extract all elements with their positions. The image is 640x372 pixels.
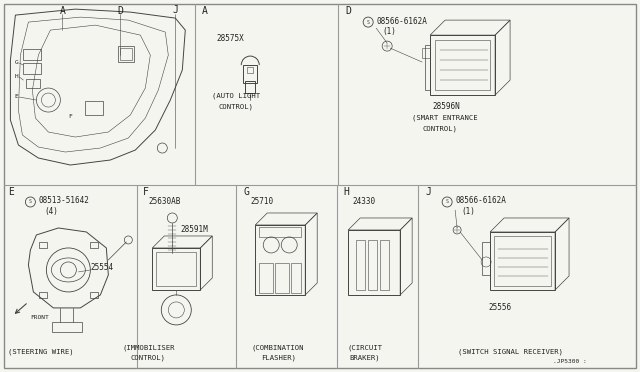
Bar (90, 241, 98, 247)
Bar (430, 35, 495, 95)
Text: FLASHER): FLASHER) (260, 355, 296, 361)
Bar (255, 225, 305, 295)
Text: 25630AB: 25630AB (148, 198, 180, 206)
Text: 25554: 25554 (90, 263, 113, 272)
Bar (52, 322, 83, 332)
Text: F: F (143, 187, 149, 197)
Text: 28591M: 28591M (180, 225, 208, 234)
Text: A: A (202, 6, 208, 16)
Text: 24330: 24330 (352, 198, 375, 206)
Text: (SMART ENTRANCE: (SMART ENTRANCE (412, 115, 478, 121)
Bar (120, 48, 132, 60)
Bar (156, 252, 196, 286)
Text: (1): (1) (461, 208, 475, 217)
Text: J: J (425, 187, 431, 197)
Bar (348, 230, 400, 295)
Bar (368, 240, 377, 290)
Text: A: A (60, 6, 65, 16)
Bar (275, 263, 289, 293)
Text: E: E (8, 187, 14, 197)
Bar (118, 46, 134, 62)
Text: 25556: 25556 (488, 304, 511, 312)
Text: S: S (445, 199, 449, 205)
Bar (356, 240, 365, 290)
Bar (39, 292, 47, 298)
Bar (259, 263, 273, 293)
Bar (259, 227, 301, 237)
Text: J: J (172, 5, 178, 15)
Text: (STEERING WIRE): (STEERING WIRE) (8, 349, 73, 355)
Text: (IMMOBILISER: (IMMOBILISER (122, 344, 175, 351)
Text: CONTROL): CONTROL) (131, 355, 166, 361)
Bar (245, 81, 255, 93)
Text: (AUTO LIGHT: (AUTO LIGHT (212, 93, 260, 99)
Text: S: S (367, 20, 370, 25)
Text: 08513-51642: 08513-51642 (38, 196, 89, 205)
Text: E: E (15, 94, 19, 99)
Bar (24, 49, 42, 60)
Bar (380, 240, 389, 290)
Text: 25710: 25710 (250, 198, 273, 206)
Text: G: G (243, 187, 249, 197)
Text: (4): (4) (44, 208, 58, 217)
Text: CONTROL): CONTROL) (422, 126, 457, 132)
Bar (490, 232, 555, 290)
Bar (435, 40, 490, 90)
Text: BRAKER): BRAKER) (350, 355, 381, 361)
Bar (243, 65, 257, 83)
Text: (CIRCUIT: (CIRCUIT (348, 344, 383, 351)
Bar (152, 248, 200, 290)
Text: S: S (29, 199, 32, 205)
Text: 08566-6162A: 08566-6162A (455, 196, 506, 205)
Text: (COMBINATION: (COMBINATION (252, 344, 305, 351)
Text: FRONT: FRONT (30, 315, 49, 320)
Text: D: D (345, 6, 351, 16)
Text: CONTROL): CONTROL) (219, 104, 254, 110)
Text: 08566-6162A: 08566-6162A (376, 17, 427, 26)
Text: .JP5300 :: .JP5300 : (553, 359, 587, 365)
Text: H: H (343, 187, 349, 197)
Text: D: D (117, 6, 124, 16)
Text: H: H (15, 74, 19, 78)
Bar (26, 79, 40, 88)
Bar (247, 67, 253, 73)
Bar (24, 63, 42, 74)
Bar (85, 101, 103, 115)
Bar (90, 292, 98, 298)
Bar (291, 263, 301, 293)
Text: F: F (68, 113, 72, 119)
Text: 28596N: 28596N (432, 102, 460, 110)
Bar (422, 48, 430, 58)
Bar (39, 241, 47, 247)
Bar (494, 236, 551, 286)
Text: G: G (15, 60, 19, 65)
Text: 28575X: 28575X (216, 33, 244, 43)
Text: (SWITCH SIGNAL RECEIVER): (SWITCH SIGNAL RECEIVER) (458, 349, 563, 355)
Text: (1): (1) (382, 27, 396, 36)
